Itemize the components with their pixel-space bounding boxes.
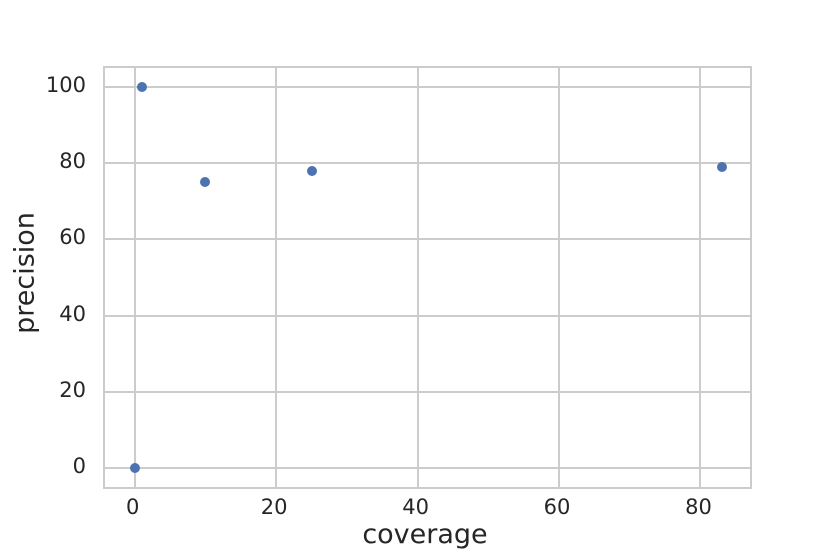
- y-gridline: [105, 86, 750, 89]
- y-tick-label: 80: [59, 149, 86, 174]
- y-tick-label: 0: [72, 453, 86, 478]
- y-gridline: [105, 390, 750, 393]
- x-gridline: [133, 68, 136, 487]
- x-axis-label: coverage: [362, 519, 488, 550]
- x-gridline: [275, 68, 278, 487]
- data-point: [136, 82, 147, 93]
- y-gridline: [105, 466, 750, 469]
- x-tick-label: 0: [126, 495, 140, 519]
- data-point: [129, 462, 140, 473]
- y-gridline: [105, 314, 750, 317]
- y-tick-label: 40: [59, 301, 86, 326]
- y-gridline: [105, 162, 750, 165]
- y-gridline: [105, 238, 750, 241]
- data-point: [306, 165, 317, 176]
- x-tick-label: 60: [543, 495, 571, 519]
- x-gridline: [699, 68, 702, 487]
- y-tick-label: 100: [45, 73, 86, 98]
- y-tick-label: 60: [59, 225, 86, 250]
- y-tick-label: 20: [59, 377, 86, 402]
- x-tick-label: 80: [685, 495, 712, 519]
- x-tick-label: 40: [402, 495, 429, 519]
- y-axis-label: precision: [9, 212, 41, 334]
- x-tick-label: 20: [260, 495, 288, 519]
- plot-area: [103, 66, 752, 489]
- data-point: [716, 162, 727, 173]
- x-gridline: [558, 68, 561, 487]
- data-point: [200, 177, 211, 188]
- plot-grid: [105, 68, 750, 487]
- x-gridline: [416, 68, 419, 487]
